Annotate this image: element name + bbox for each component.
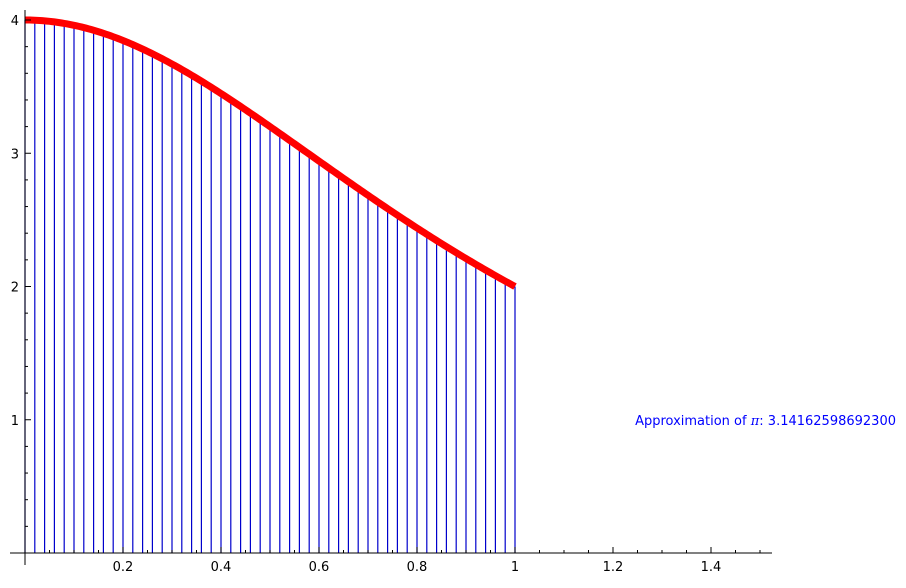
x-tick-label-6: 1.4 bbox=[701, 560, 722, 575]
x-tick-label-5: 1.2 bbox=[603, 560, 624, 575]
y-tick-label-3: 4 bbox=[11, 14, 19, 29]
x-tick-label-1: 0.4 bbox=[211, 560, 232, 575]
y-tick-label-2: 3 bbox=[11, 147, 19, 162]
x-tick-label-0: 0.2 bbox=[113, 560, 134, 575]
annotation-group: Approximation of π: 3.14162598692300 bbox=[635, 414, 896, 429]
sample-lines-group bbox=[24, 20, 516, 553]
annotation-text: Approximation of π: 3.14162598692300 bbox=[635, 414, 896, 429]
axes-group: 0.2 0.4 0.6 0.8 1 1.2 1.4 1 2 3 4 bbox=[10, 10, 772, 575]
y-tick-label-1: 2 bbox=[11, 281, 19, 296]
x-tick-label-2: 0.6 bbox=[309, 560, 330, 575]
y-tick-label-0: 1 bbox=[11, 414, 19, 429]
x-tick-label-4: 1 bbox=[511, 560, 519, 575]
curve-group bbox=[23, 16, 517, 290]
annotation-value: : 3.14162598692300 bbox=[759, 414, 896, 429]
curve-line bbox=[23, 16, 517, 290]
annotation-label: Approximation of bbox=[635, 414, 751, 429]
annotation-pi-symbol: π bbox=[750, 414, 760, 429]
x-tick-label-3: 0.8 bbox=[407, 560, 428, 575]
